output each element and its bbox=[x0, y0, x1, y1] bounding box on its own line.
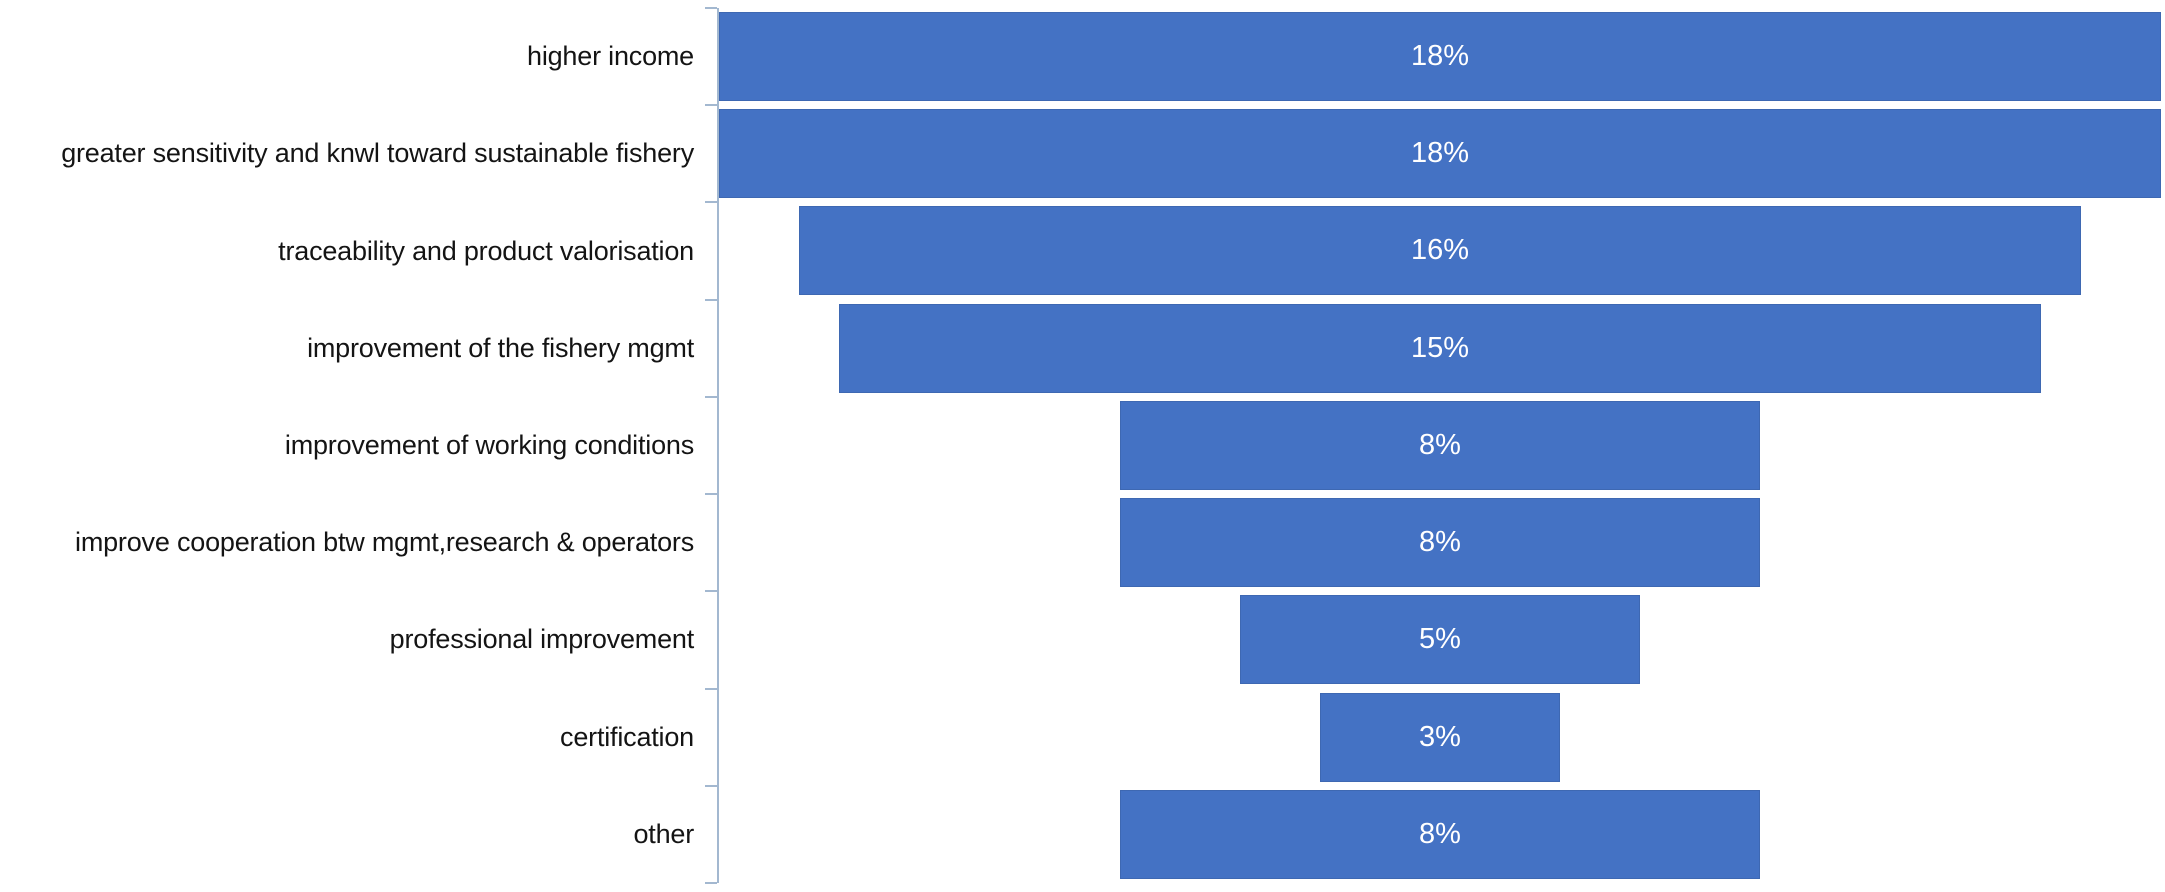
funnel-bar: 5% bbox=[1239, 595, 1641, 685]
funnel-bar: 8% bbox=[1119, 498, 1761, 588]
axis-tick bbox=[705, 201, 717, 204]
axis-tick bbox=[705, 104, 717, 107]
axis-tick bbox=[705, 590, 717, 593]
category-label: certification bbox=[560, 721, 694, 752]
funnel-bar: 3% bbox=[1319, 692, 1561, 782]
funnel-bar: 15% bbox=[839, 303, 2041, 393]
funnel-bar: 8% bbox=[1119, 789, 1761, 879]
category-label: greater sensitivity and knwl toward sust… bbox=[61, 138, 694, 169]
category-label: traceability and product valorisation bbox=[278, 235, 694, 266]
axis-tick bbox=[705, 395, 717, 398]
axis-tick bbox=[705, 687, 717, 690]
category-label: other bbox=[633, 818, 694, 849]
axis-tick bbox=[705, 298, 717, 301]
axis-tick bbox=[705, 7, 717, 9]
bar-value-label: 15% bbox=[1410, 331, 1469, 364]
category-label: improvement of the fishery mgmt bbox=[307, 332, 694, 363]
category-label: improvement of working conditions bbox=[284, 429, 694, 460]
bar-value-label: 16% bbox=[1410, 234, 1470, 267]
funnel-bar: 8% bbox=[1119, 400, 1761, 490]
axis-tick bbox=[705, 493, 717, 496]
bar-value-label: 8% bbox=[1419, 526, 1461, 559]
bar-value-label: 5% bbox=[1419, 623, 1461, 656]
axis-tick bbox=[705, 882, 717, 884]
bar-value-label: 18% bbox=[1410, 137, 1470, 170]
bar-value-label: 8% bbox=[1419, 817, 1461, 850]
bar-value-label: 8% bbox=[1419, 428, 1461, 461]
bar-value-label: 3% bbox=[1419, 720, 1461, 753]
funnel-bar: 18% bbox=[719, 12, 2161, 101]
category-label: higher income bbox=[527, 41, 694, 72]
funnel-bar: 16% bbox=[799, 206, 2081, 296]
category-label: professional improvement bbox=[389, 624, 695, 655]
axis-tick bbox=[705, 784, 717, 787]
funnel-bar: 18% bbox=[719, 109, 2161, 199]
bar-value-label: 18% bbox=[1410, 40, 1470, 72]
category-label: improve cooperation btw mgmt,research & … bbox=[75, 527, 694, 558]
vertical-axis-line bbox=[717, 8, 719, 883]
